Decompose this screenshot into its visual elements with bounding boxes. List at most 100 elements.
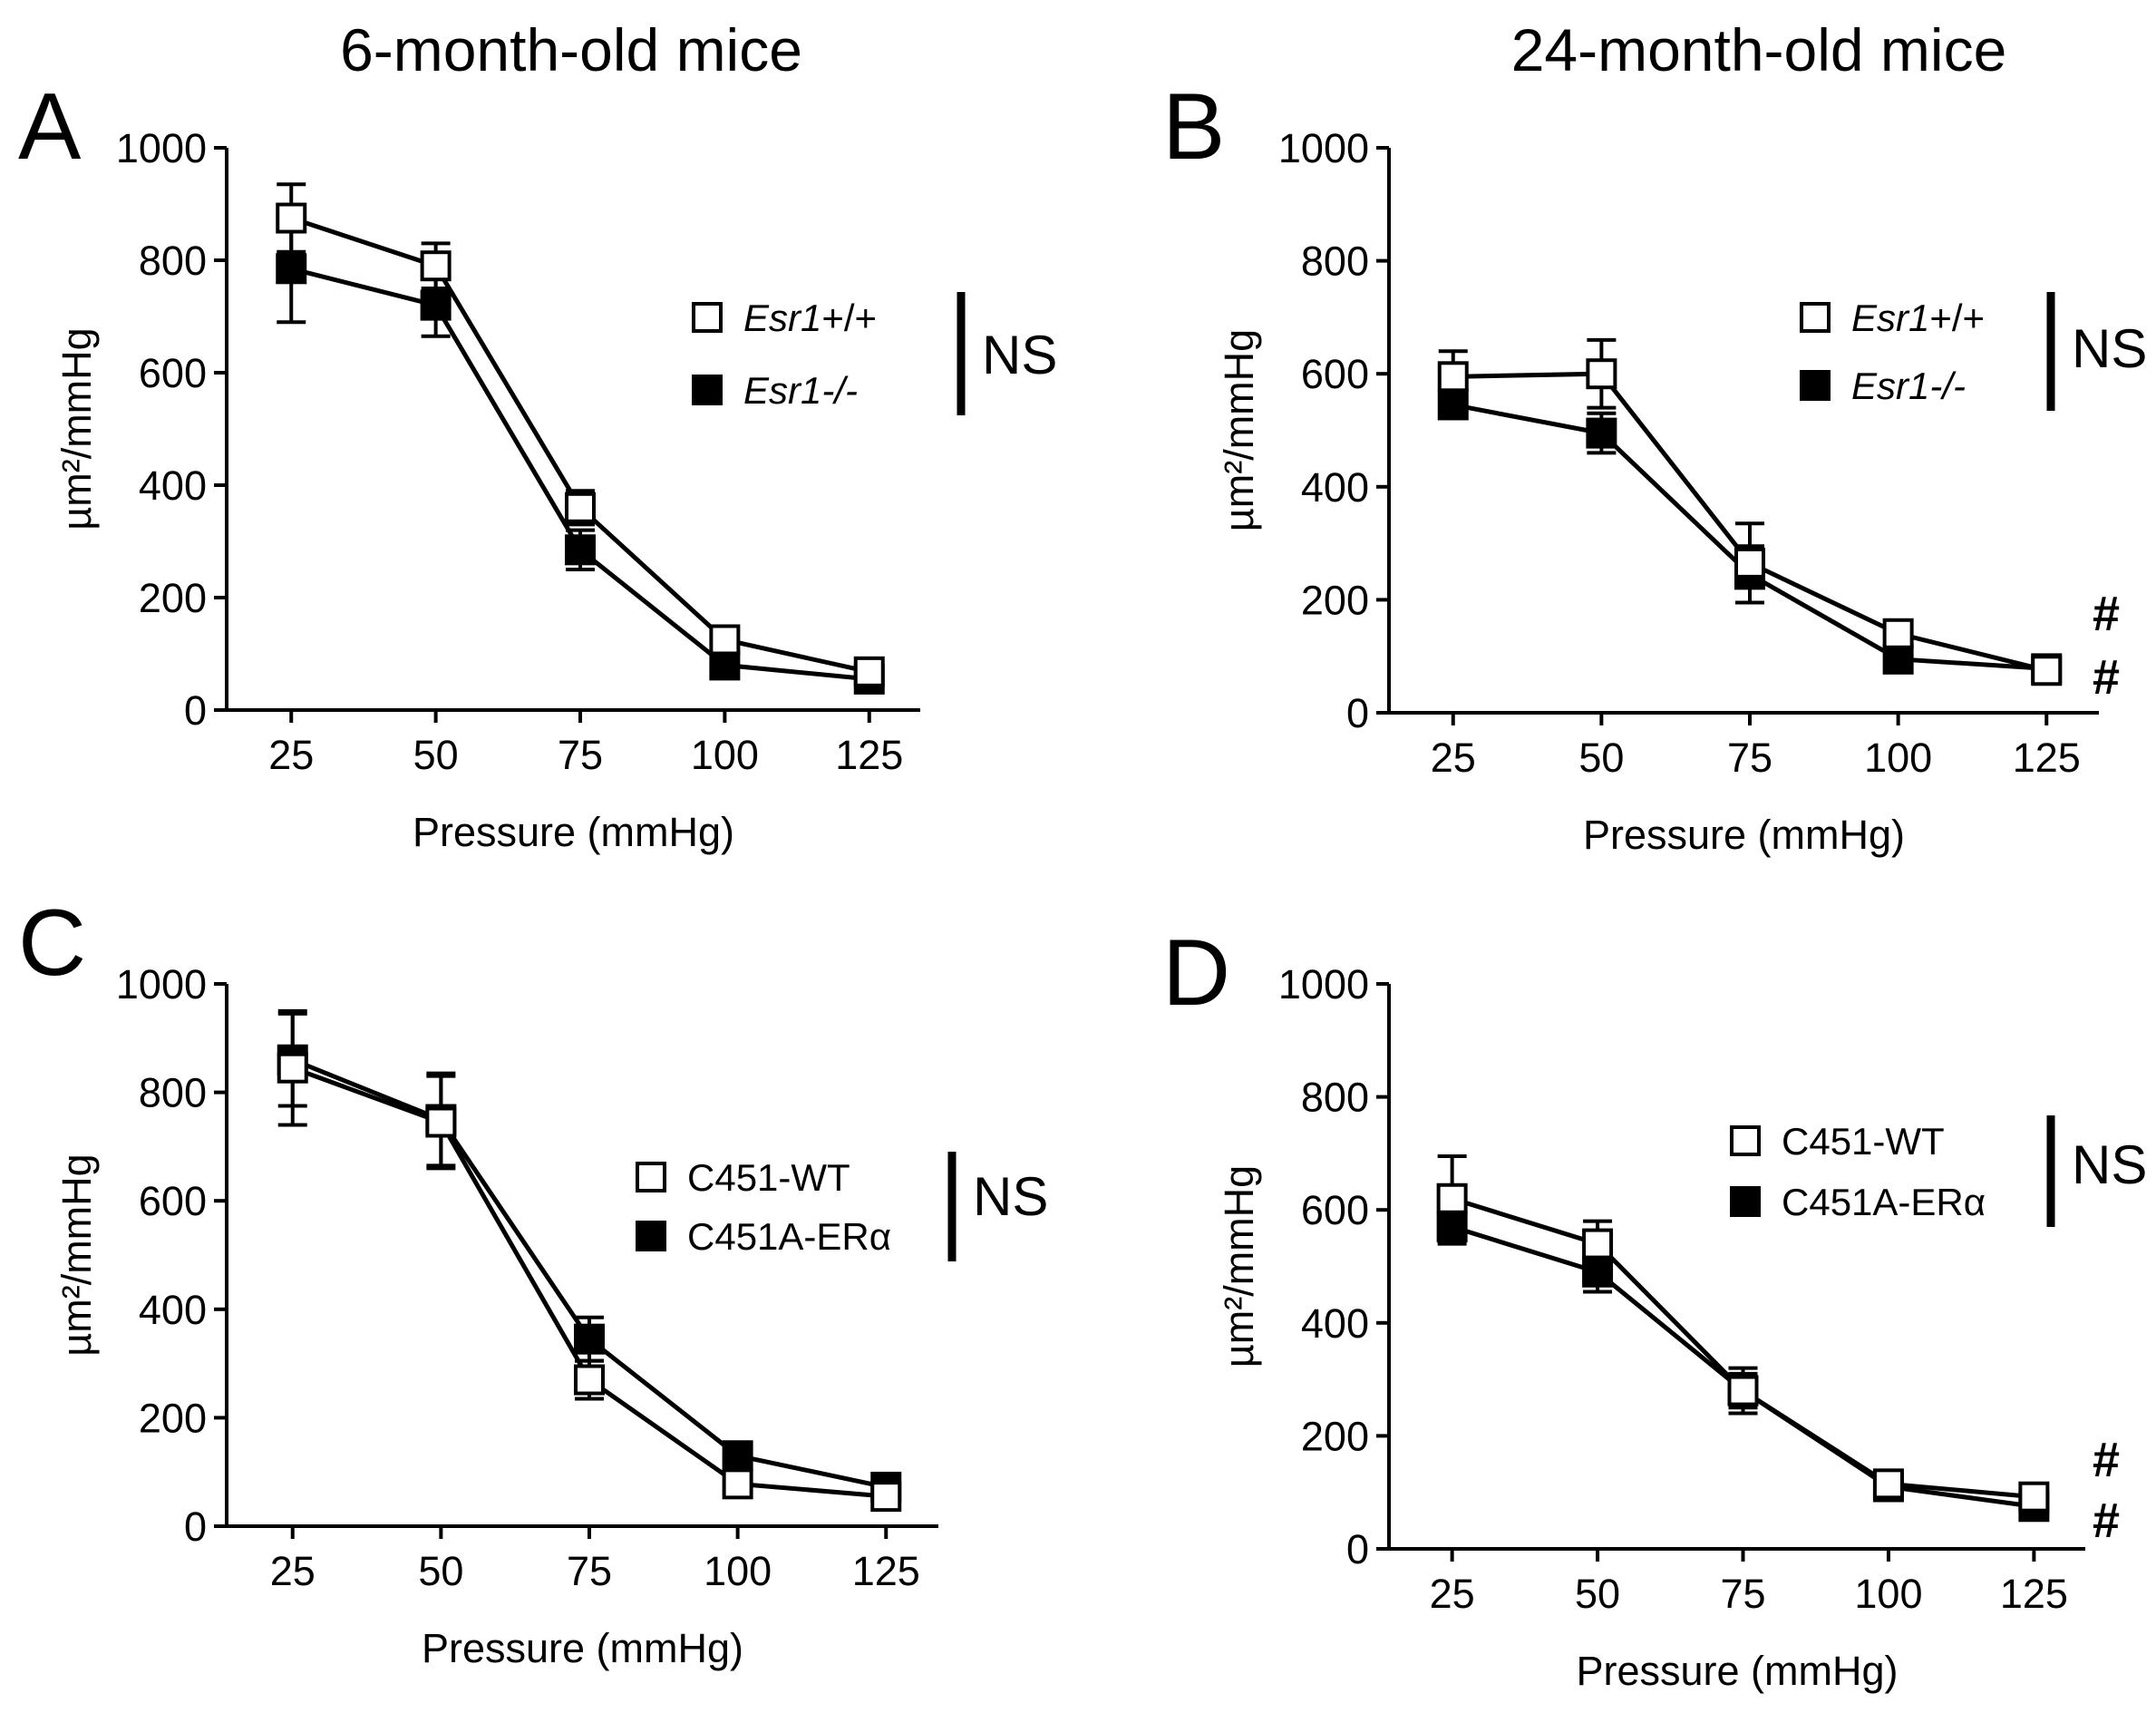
legend-label: Esr1+/+ xyxy=(743,297,877,339)
y-tick-label: 0 xyxy=(184,1504,207,1550)
data-point xyxy=(1872,1468,1904,1500)
data-point xyxy=(425,1106,457,1138)
series-line xyxy=(290,216,870,675)
legend-label: Esr1+/+ xyxy=(1851,297,1985,339)
data-point xyxy=(1586,417,1617,449)
legend-label: Esr1-/- xyxy=(1851,365,1966,407)
x-tick-label: 25 xyxy=(270,1548,316,1594)
data-point xyxy=(276,202,307,234)
legend-label-italic: Esr1 xyxy=(1851,297,1929,339)
series-open xyxy=(277,1008,902,1513)
x-tick-label: 125 xyxy=(852,1548,920,1594)
y-tick-label: 200 xyxy=(139,1395,207,1441)
ns-label: NS xyxy=(982,325,1057,385)
panel-letter: D xyxy=(1162,920,1230,1026)
ns-label: NS xyxy=(2072,1134,2147,1195)
data-point xyxy=(722,1440,753,1472)
panel-b: B 0 200 400 600 800 1000 25 50 75 100 125 Pressure (… xyxy=(1162,74,2147,858)
y-tick-label: 0 xyxy=(1346,690,1369,736)
data-point xyxy=(565,534,596,566)
y-axis-label: µm²/mmHg xyxy=(1216,1165,1262,1367)
legend-label: C451-WT xyxy=(687,1156,850,1199)
data-point xyxy=(1734,547,1765,579)
data-point xyxy=(1882,643,1914,675)
data-point xyxy=(277,1052,308,1084)
legend-label: C451A-ERα xyxy=(1782,1181,1986,1223)
y-tick-label: 400 xyxy=(139,462,207,509)
y-axis-label: µm²/mmHg xyxy=(53,327,100,530)
data-point xyxy=(420,289,452,321)
series-line xyxy=(291,1066,887,1499)
series-line xyxy=(1451,1196,2035,1500)
legend-label-suffix: +/+ xyxy=(821,297,877,339)
y-tick-label: 400 xyxy=(1301,464,1369,511)
x-tick-label: 100 xyxy=(691,732,759,778)
y-tick-label: 800 xyxy=(139,238,207,284)
legend-marker xyxy=(1800,370,1831,401)
y-tick-label: 200 xyxy=(139,575,207,621)
legend-marker xyxy=(692,375,723,405)
y-tick-label: 400 xyxy=(139,1287,207,1333)
x-tick-label: 100 xyxy=(1864,735,1932,781)
x-tick-label: 25 xyxy=(1430,1571,1475,1617)
data-point xyxy=(1727,1375,1759,1406)
y-tick-label: 600 xyxy=(139,350,207,396)
x-tick-label: 50 xyxy=(413,732,459,778)
x-tick-label: 125 xyxy=(2000,1571,2068,1617)
y-tick-label: 1000 xyxy=(1278,961,1369,1007)
x-tick-label: 125 xyxy=(835,732,903,778)
x-axis-label: Pressure (mmHg) xyxy=(1576,1648,1898,1694)
x-tick-label: 75 xyxy=(1720,1571,1765,1617)
significance-hash: # xyxy=(2093,650,2120,705)
ns-label: NS xyxy=(973,1166,1048,1227)
y-tick-label: 1000 xyxy=(116,125,207,171)
panel-a: A 0 200 400 600 800 1000 25 50 75 100 125 Pressure (… xyxy=(18,74,1057,855)
x-tick-label: 50 xyxy=(1578,735,1624,781)
x-tick-label: 125 xyxy=(2013,735,2081,781)
panel-d: D 0 200 400 600 800 1000 25 50 75 100 125 Pressure (… xyxy=(1162,920,2147,1694)
data-point xyxy=(1437,361,1469,393)
ns-label: NS xyxy=(2072,318,2147,379)
data-point xyxy=(1586,358,1617,390)
legend-label-italic: Esr1 xyxy=(743,297,821,339)
data-point xyxy=(574,1364,605,1396)
legend-label-italic: Esr1-/- xyxy=(743,369,858,412)
series-open xyxy=(276,182,885,687)
legend-label-italic: Esr1-/- xyxy=(1851,365,1966,407)
data-point xyxy=(709,649,741,681)
x-axis-label: Pressure (mmHg) xyxy=(422,1625,743,1671)
y-tick-label: 200 xyxy=(1301,577,1369,623)
data-point xyxy=(574,1323,605,1355)
x-axis-label: Pressure (mmHg) xyxy=(413,809,734,855)
panel-letter: B xyxy=(1162,74,1225,180)
y-tick-label: 600 xyxy=(1301,1187,1369,1233)
x-axis-label: Pressure (mmHg) xyxy=(1583,812,1905,858)
series-filled xyxy=(1436,1208,2050,1523)
y-tick-label: 1000 xyxy=(116,961,207,1007)
panel-letter: A xyxy=(18,74,82,180)
legend-marker xyxy=(636,1221,666,1251)
series-open xyxy=(1437,337,2063,686)
data-point xyxy=(2018,1481,2050,1513)
data-point xyxy=(853,656,885,687)
y-axis-label: µm²/mmHg xyxy=(53,1153,100,1356)
x-tick-label: 50 xyxy=(1575,1571,1620,1617)
y-tick-label: 600 xyxy=(1301,351,1369,397)
data-point xyxy=(722,1468,753,1500)
significance-hash: # xyxy=(2093,1494,2120,1548)
series-filled xyxy=(276,213,885,695)
data-point xyxy=(420,250,452,282)
legend-marker xyxy=(636,1162,666,1192)
data-point xyxy=(565,492,596,523)
series-open xyxy=(1436,1154,2050,1513)
legend-marker xyxy=(692,302,723,333)
data-point xyxy=(2031,655,2063,686)
x-tick-label: 75 xyxy=(1727,735,1772,781)
column-title-left: 6-month-old mice xyxy=(340,16,802,83)
x-tick-label: 50 xyxy=(418,1548,463,1594)
data-point xyxy=(1582,1228,1614,1260)
data-point xyxy=(1436,1183,1468,1214)
legend-label: C451A-ERα xyxy=(687,1215,891,1258)
